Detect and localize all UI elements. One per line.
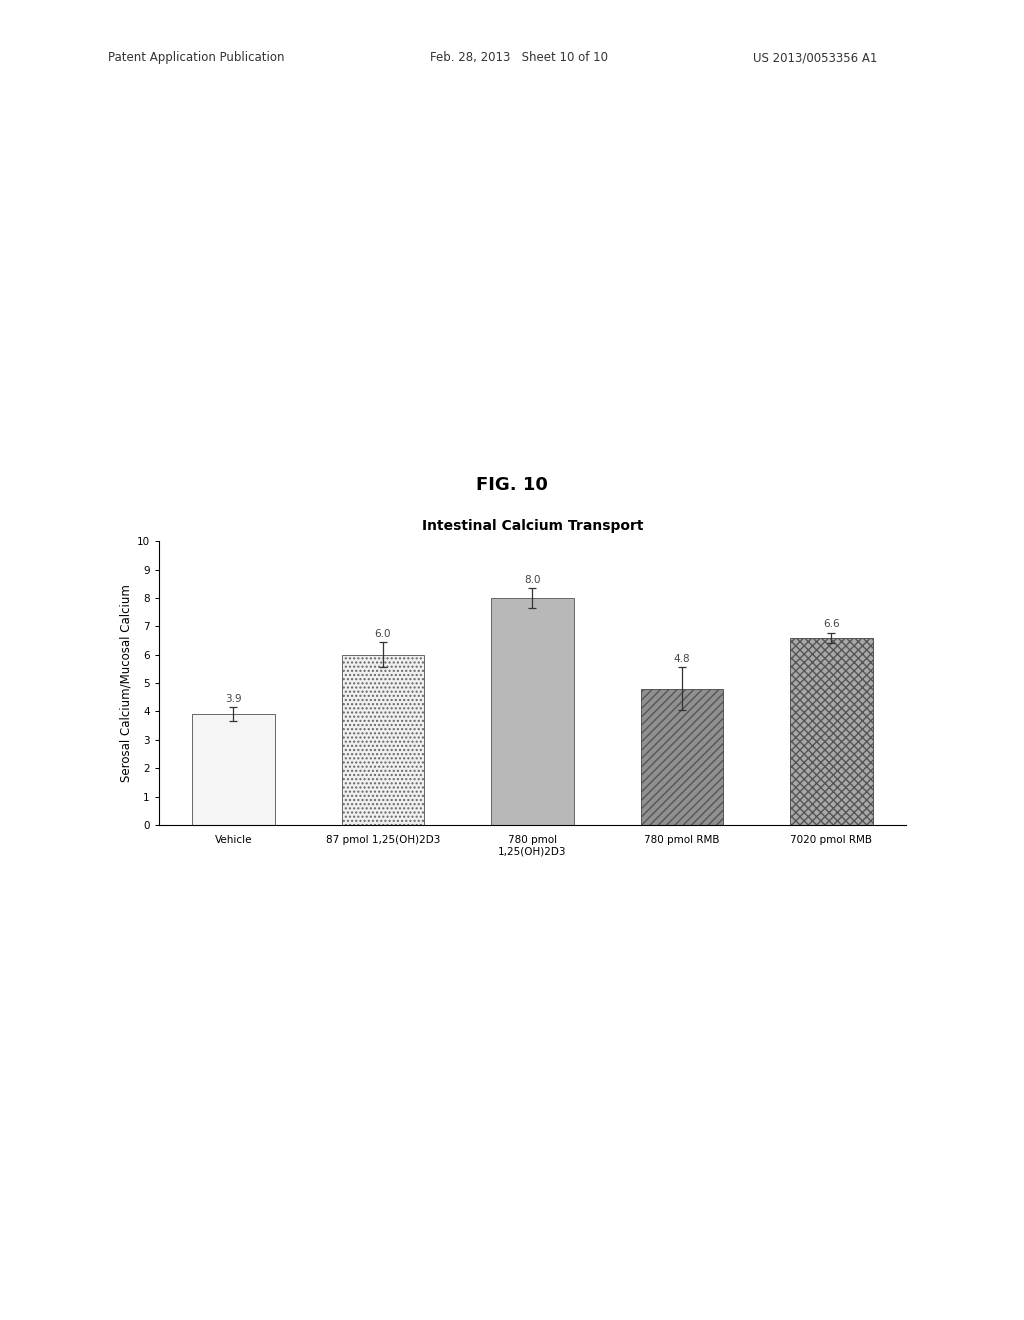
Bar <box>342 655 424 825</box>
Text: US 2013/0053356 A1: US 2013/0053356 A1 <box>753 51 877 65</box>
Y-axis label: Serosal Calcium/Mucosal Calcium: Serosal Calcium/Mucosal Calcium <box>120 585 132 781</box>
Text: 6.6: 6.6 <box>823 619 840 630</box>
Bar <box>791 638 872 825</box>
Bar <box>641 689 723 825</box>
Text: FIG. 10: FIG. 10 <box>476 475 548 494</box>
Title: Intestinal Calcium Transport: Intestinal Calcium Transport <box>422 519 643 533</box>
Text: Patent Application Publication: Patent Application Publication <box>108 51 284 65</box>
Bar <box>492 598 573 825</box>
Text: 4.8: 4.8 <box>674 655 690 664</box>
Text: 3.9: 3.9 <box>225 694 242 704</box>
Bar <box>193 714 274 825</box>
Text: 6.0: 6.0 <box>375 628 391 639</box>
Text: Feb. 28, 2013   Sheet 10 of 10: Feb. 28, 2013 Sheet 10 of 10 <box>430 51 608 65</box>
Text: 8.0: 8.0 <box>524 574 541 585</box>
